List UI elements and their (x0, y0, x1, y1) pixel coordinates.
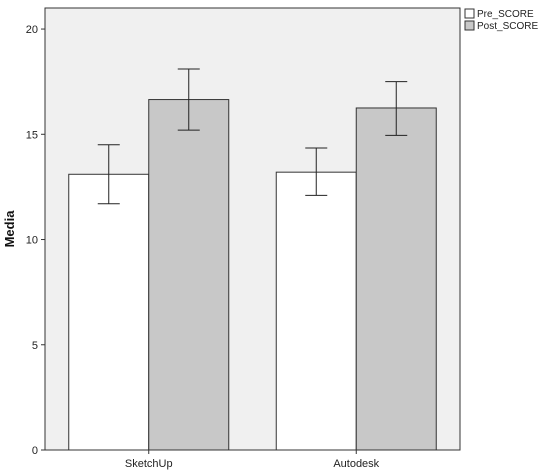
legend-label: Post_SCORE (477, 21, 538, 32)
y-axis-title: Media (2, 210, 17, 248)
x-axis: SketchUp Autodesk (125, 450, 380, 470)
bar-pre-score-autodesk (275, 171, 357, 451)
y-tick-label: 15 (26, 129, 38, 141)
legend-swatch (464, 8, 475, 19)
x-tick-label: Autodesk (333, 458, 379, 470)
y-tick-label: 5 (32, 340, 38, 352)
y-tick-label: 20 (26, 24, 38, 36)
y-tick-label: 0 (32, 445, 38, 457)
bar-post-score-autodesk (355, 107, 437, 451)
error-bars-layer (97, 68, 408, 205)
x-tick-label: SketchUp (125, 458, 173, 470)
y-axis: 0 5 10 15 20 (26, 24, 45, 457)
y-tick-label: 10 (26, 235, 38, 247)
legend-label: Pre_SCORE (477, 9, 534, 20)
bar-pre-score-sketchup (68, 173, 150, 451)
legend-swatch (464, 20, 475, 31)
bar-post-score-sketchup (148, 99, 230, 451)
